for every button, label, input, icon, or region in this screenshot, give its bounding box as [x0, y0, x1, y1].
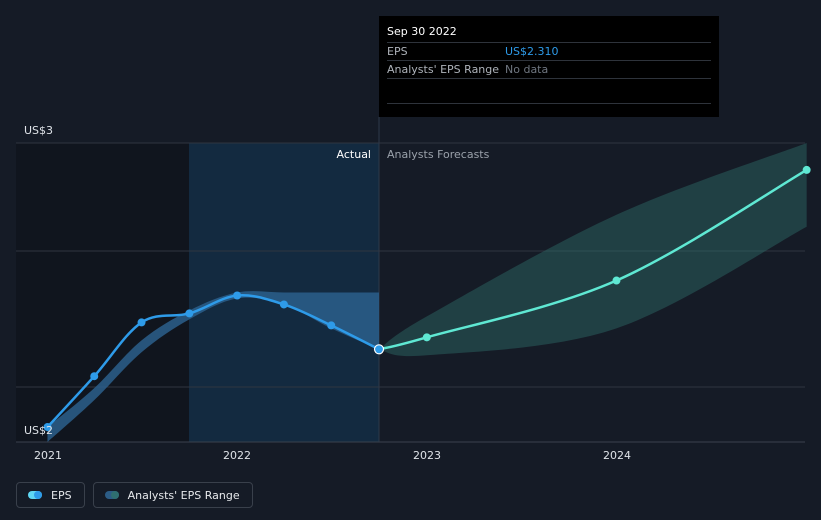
x-tick-label-0: 2021 — [34, 449, 62, 462]
tooltip-row-range: Analysts' EPS Range No data — [387, 60, 711, 78]
data-point-0-5 — [279, 300, 288, 309]
forecast-label: Analysts Forecasts — [387, 148, 490, 161]
y-axis-labels: US$3 US$2 — [24, 124, 53, 437]
data-point-0-6 — [327, 321, 336, 330]
legend-item-range[interactable]: Analysts' EPS Range — [92, 482, 253, 508]
range-swatch-icon — [104, 491, 119, 499]
y-tick-label-0: US$3 — [24, 124, 53, 137]
data-point-0-0 — [43, 423, 52, 432]
legend-eps-label: EPS — [51, 488, 72, 502]
x-tick-label-3: 2024 — [603, 449, 631, 462]
tooltip-eps-label: EPS — [387, 45, 408, 58]
series-points — [43, 165, 811, 432]
tooltip-divider — [387, 103, 711, 104]
tooltip-row-eps: EPS US$2.310 — [387, 42, 711, 60]
legend-range-label: Analysts' EPS Range — [127, 488, 240, 502]
analysts-eps-range-band — [379, 143, 807, 357]
tooltip: Sep 30 2022 EPS US$2.310 Analysts' EPS R… — [379, 16, 719, 117]
tooltip-date: Sep 30 2022 — [387, 25, 457, 38]
past-period-shade — [16, 143, 189, 442]
tooltip-eps-value: US$2.310 — [505, 45, 559, 58]
data-point-0-2 — [137, 318, 146, 327]
tooltip-spacer — [387, 78, 711, 103]
legend: EPS Analysts' EPS Range — [16, 482, 253, 508]
x-tick-label-2: 2023 — [413, 449, 441, 462]
legend-item-eps[interactable]: EPS — [16, 482, 85, 508]
data-point-0-7 — [373, 344, 385, 355]
data-point-1-2 — [612, 276, 621, 285]
bands — [47, 143, 807, 442]
tooltip-range-value: No data — [505, 63, 549, 76]
historical-eps-band — [47, 291, 380, 442]
x-tick-label-1: 2022 — [223, 449, 251, 462]
actual-label: Actual — [337, 148, 371, 161]
y-tick-label-1: US$2 — [24, 424, 53, 437]
series-line-1 — [377, 168, 808, 351]
data-point-1-1 — [422, 333, 431, 342]
data-point-0-4 — [233, 291, 242, 300]
x-axis-labels: 2021 2022 2023 2024 — [34, 449, 631, 462]
eps-swatch-icon — [28, 491, 42, 499]
data-point-1-3 — [802, 165, 811, 174]
data-point-0-1 — [90, 372, 99, 381]
tooltip-range-label: Analysts' EPS Range — [387, 63, 500, 76]
data-point-0-3 — [185, 309, 194, 318]
